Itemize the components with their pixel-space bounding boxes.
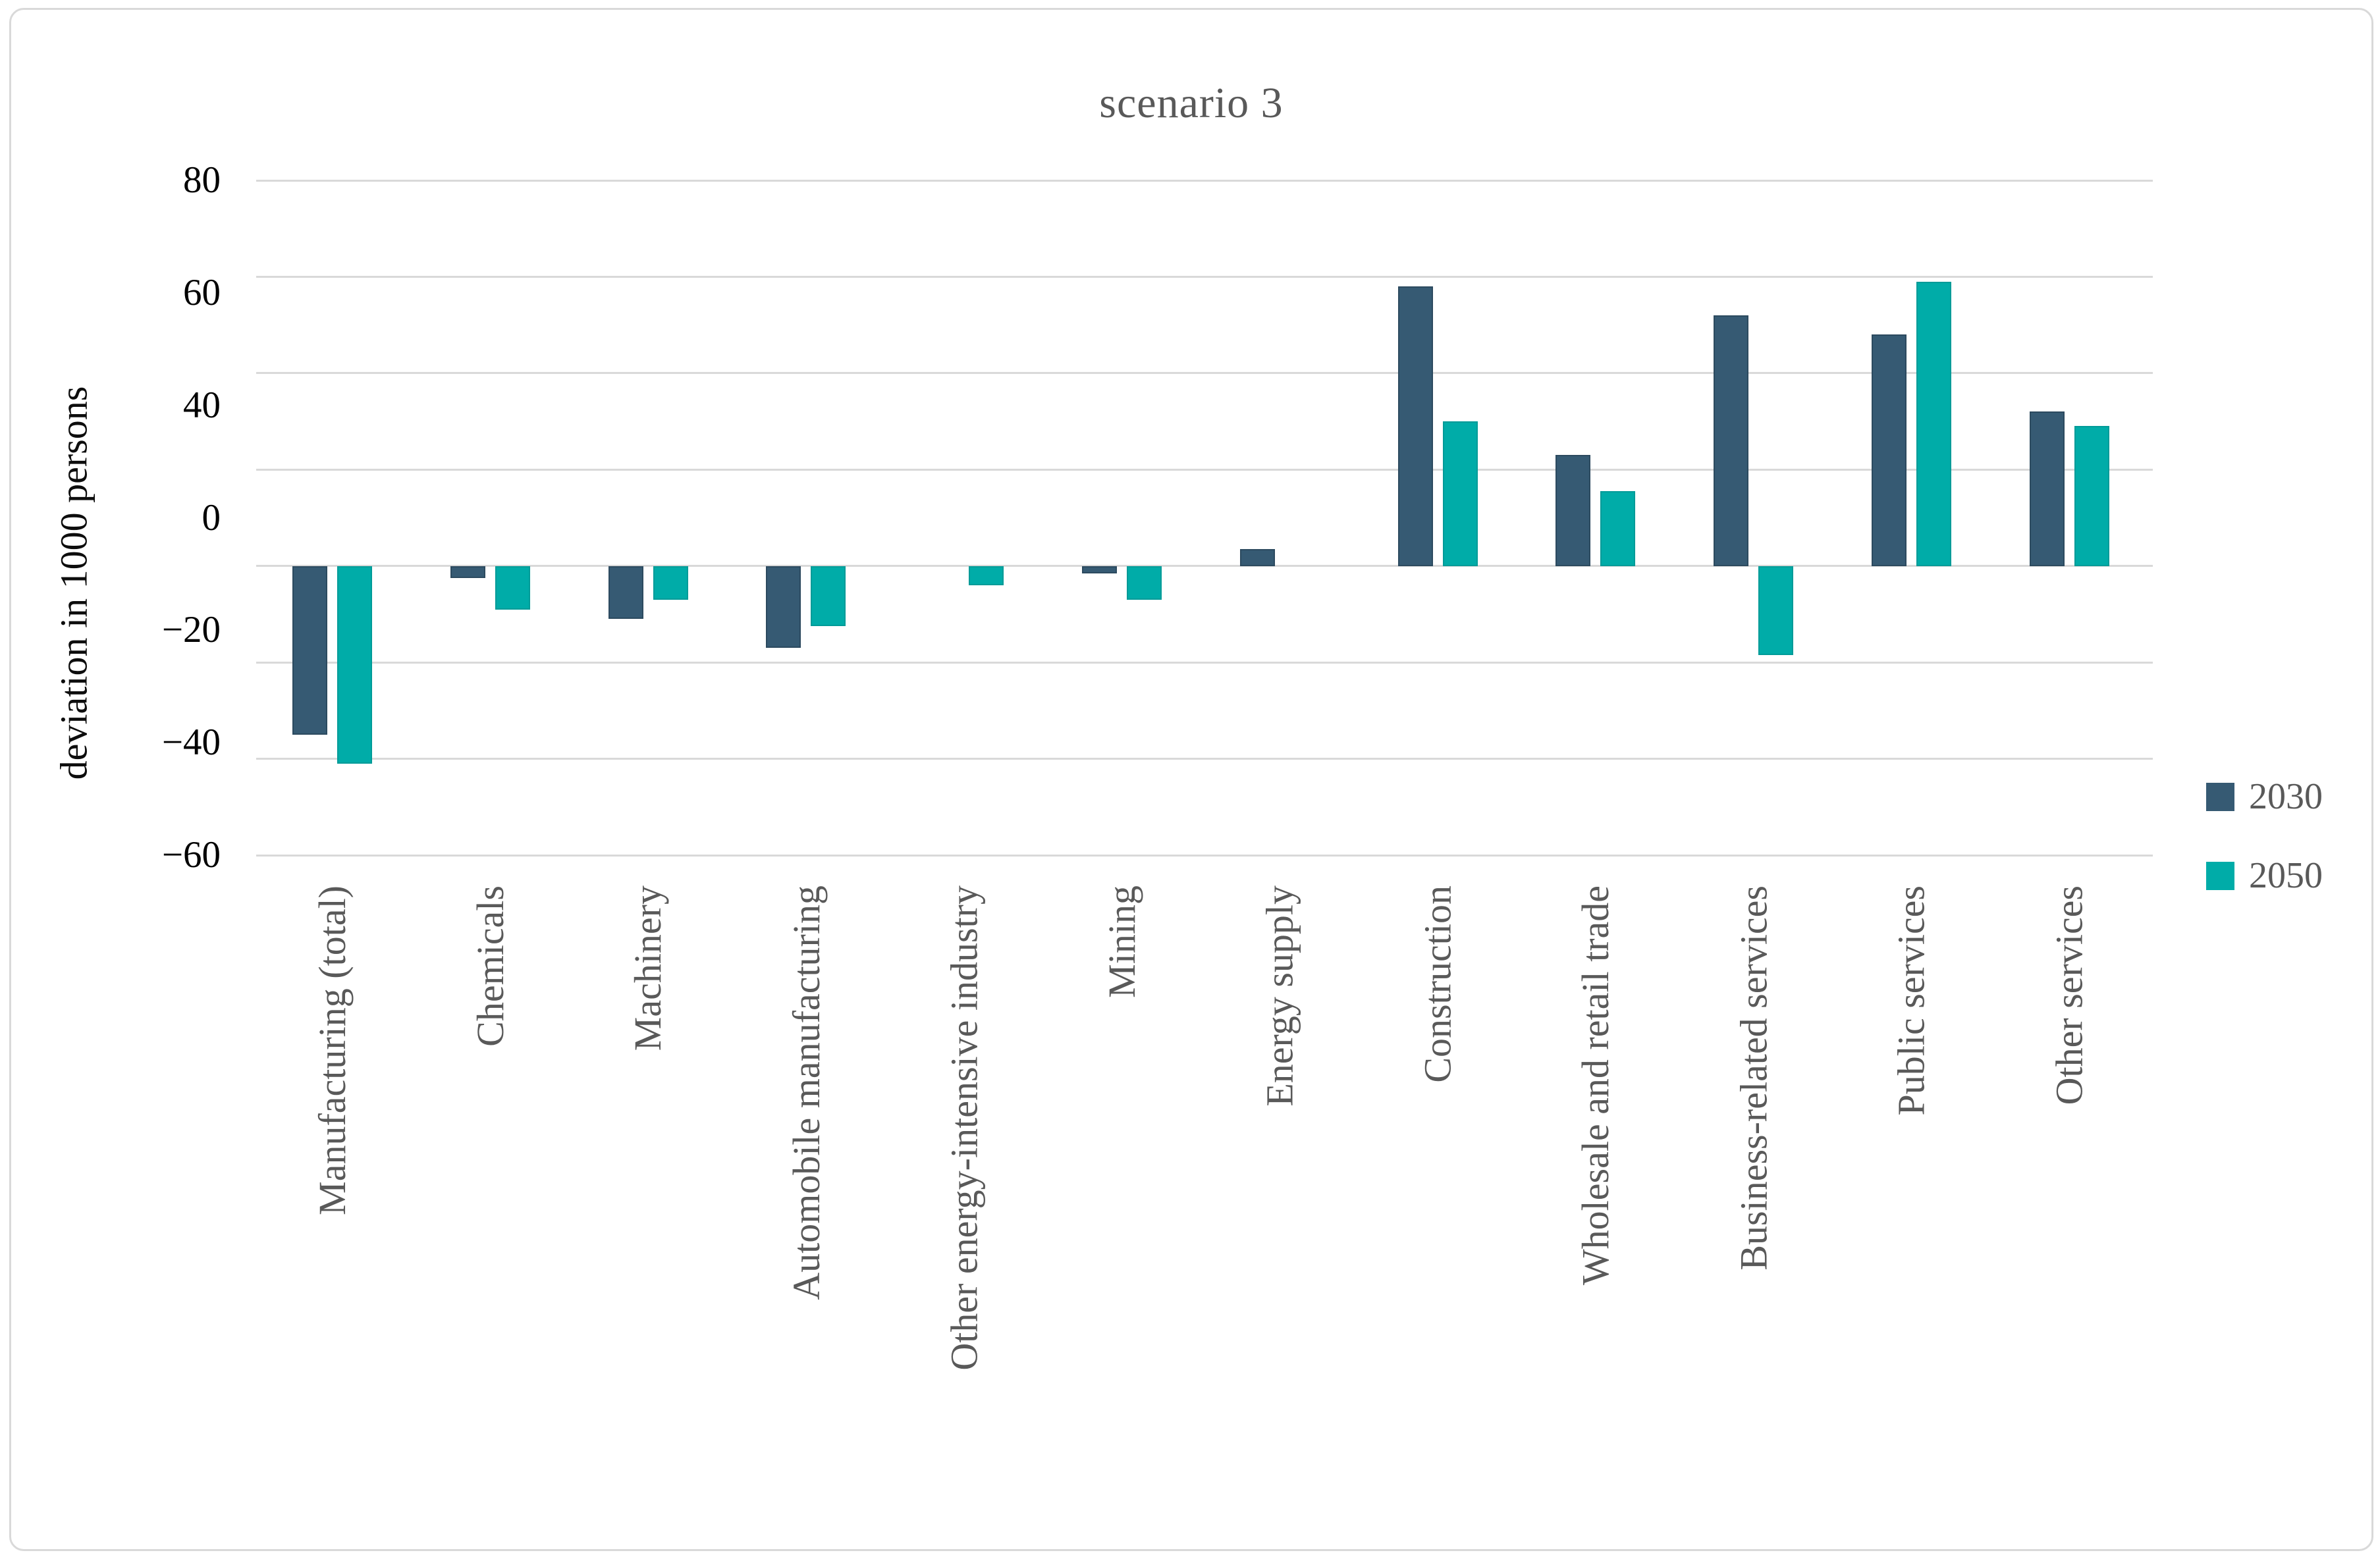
bar-2050-10 [1916,281,1951,566]
gridline [256,468,2153,471]
legend-entry-2030: 2030 [2206,776,2323,817]
y-tick-label: 40 [183,384,221,426]
bar-2050-2 [653,566,688,600]
y-tick-label: −40 [161,722,221,764]
x-category-label-text: Public services [1890,885,1933,1116]
bar-2050-9 [1758,566,1794,656]
x-category-label-text: Other services [2047,885,2091,1105]
x-category-label-text: Wholesale and retail trade [1574,885,1617,1286]
legend-entry-2050: 2050 [2206,855,2323,896]
y-tick-label: 60 [183,271,221,313]
gridline [256,372,2153,375]
bar-2030-5 [1082,566,1117,573]
bar-2030-10 [1872,334,1907,566]
x-category-label-text: Machinery [626,885,670,1051]
gridline [256,275,2153,278]
x-category-label-text: Other energy-intensive industry [942,885,986,1371]
y-tick-label: −20 [161,609,221,651]
bar-2030-6 [1239,549,1275,566]
legend-swatch [2206,862,2234,890]
x-category-label-text: Automobile manufacturing [784,885,828,1300]
gridline [256,758,2153,760]
y-tick-label: −60 [161,834,221,876]
bar-2030-8 [1555,455,1591,566]
y-axis-title-text: deviation in 1000 persons [52,386,95,779]
y-tick-label: 80 [183,159,221,201]
legend-label: 2030 [2249,776,2323,817]
bar-2050-1 [495,566,530,610]
bar-2050-11 [2074,426,2109,566]
bar-2050-3 [811,566,846,627]
x-category-label-text: Chemicals [468,885,512,1047]
x-category-label-text: Business-related services [1732,885,1775,1271]
bar-2030-3 [766,566,801,648]
bar-2030-1 [450,566,485,578]
legend-swatch [2206,783,2234,811]
chart-figure: scenario 3 deviation in 1000 persons 80 6… [9,8,2373,1551]
bar-2050-7 [1442,421,1478,566]
legend-label: 2050 [2249,855,2323,896]
bar-2030-9 [1714,315,1749,566]
x-category-label-text: Manufacturing (total) [311,885,354,1215]
chart-title: scenario 3 [1099,79,1284,127]
bar-2050-5 [1127,566,1162,600]
gridline [256,565,2153,567]
bar-2030-11 [2029,411,2065,566]
bar-2030-2 [608,566,643,620]
bar-2030-7 [1397,286,1433,566]
bar-2050-8 [1600,491,1636,566]
bar-2050-4 [969,566,1004,585]
gridline [256,661,2153,664]
x-category-label-text: Energy supply [1258,885,1301,1107]
gridline [256,179,2153,182]
x-category-label-text: Mining [1100,885,1143,998]
y-tick-label: 0 [202,496,221,539]
x-category-label-text: Construction [1416,885,1459,1083]
bar-2050-0 [337,566,372,764]
bar-2030-0 [292,566,327,735]
gridline [256,854,2153,857]
